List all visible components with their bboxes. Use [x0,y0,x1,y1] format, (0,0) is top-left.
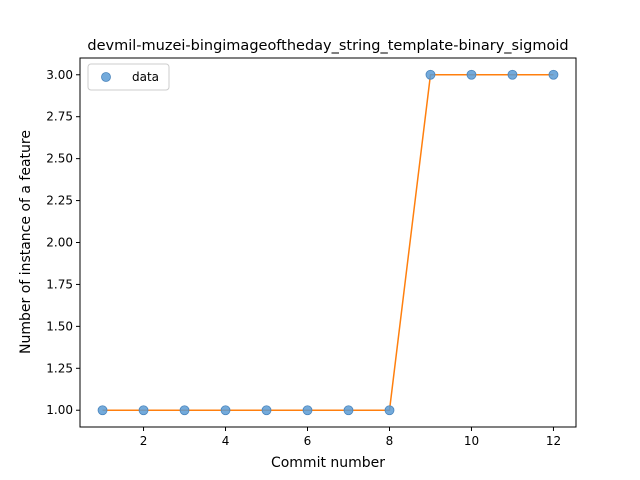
legend-box [87,63,170,91]
y-tick-label: 2.00 [46,236,73,250]
x-axis-label: Commit number [271,455,385,471]
data-point [343,405,354,416]
y-tick-label: 1.00 [46,403,73,417]
y-axis-ticks: 1.00 1.25 1.50 1.75 2.00 2.25 2.50 2.75 3.00 [46,68,80,417]
x-tick-label: 6 [304,434,312,448]
data-point [302,405,313,416]
y-tick-label: 1.75 [46,277,73,291]
y-axis-label: Number of instance of a feature [18,130,34,354]
x-tick-label: 10 [464,434,479,448]
data-point [425,69,436,80]
y-tick-label: 3.00 [46,68,73,82]
y-tick-label: 2.75 [46,110,73,124]
data-point [384,405,395,416]
data-point [507,69,518,80]
data-point [466,69,477,80]
x-tick-label: 12 [546,434,561,448]
data-point [138,405,149,416]
data-point [179,405,190,416]
legend-label-data: data [132,70,159,84]
data-point [548,69,559,80]
legend: data [87,63,170,91]
series-layer [97,69,559,416]
x-tick-label: 4 [222,434,230,448]
fit-line [102,74,554,411]
x-axis-ticks: 2 4 6 8 10 12 [140,427,561,448]
legend-marker-data [101,72,111,82]
y-tick-label: 1.50 [46,319,73,333]
chart-title: devmil-muzei-bingimageoftheday_string_te… [87,38,568,54]
y-tick-label: 1.25 [46,361,73,375]
y-tick-label: 2.25 [46,194,73,208]
x-tick-label: 2 [140,434,148,448]
y-tick-label: 2.50 [46,152,73,166]
data-point [97,405,108,416]
x-tick-label: 8 [386,434,394,448]
data-point [220,405,231,416]
data-point [261,405,272,416]
plot-frame [79,57,577,428]
